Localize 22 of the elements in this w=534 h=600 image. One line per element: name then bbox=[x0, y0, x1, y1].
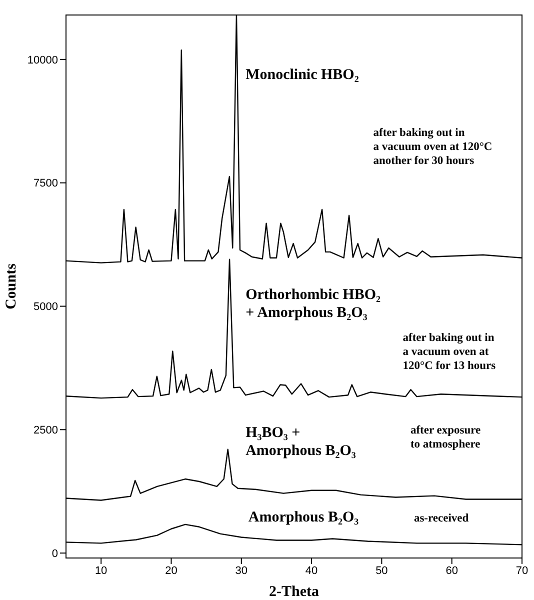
x-tick-label: 50 bbox=[376, 564, 388, 577]
x-tick-label: 10 bbox=[94, 564, 108, 577]
y-tick-label: 5000 bbox=[34, 301, 58, 314]
x-tick-label: 40 bbox=[305, 564, 318, 577]
y-tick-label: 0 bbox=[52, 548, 58, 560]
annotation: after baking out in a vacuum oven at 120°C for 13 hours bbox=[402, 332, 496, 372]
series-label: Orthorhombic HBO₂ + Amorphous B₂O₃ bbox=[246, 286, 382, 321]
y-tick-label: 7500 bbox=[34, 178, 58, 190]
x-tick-label: 20 bbox=[165, 564, 178, 577]
y-tick-label: 2500 bbox=[34, 424, 58, 437]
y-tick-label: 10000 bbox=[27, 54, 58, 66]
x-tick-label: 30 bbox=[235, 564, 248, 577]
annotation: after exposure to atmosphere bbox=[410, 424, 481, 451]
series-label: H₃BO₃ + Amorphous B₂O₃ bbox=[246, 425, 356, 460]
x-tick-label: 70 bbox=[516, 564, 528, 577]
annotation: after baking out in a vacuum oven at 120°C another for 30 hours bbox=[373, 126, 492, 167]
y-axis-title: Counts bbox=[3, 263, 20, 310]
series-label: Monoclinic HBO₂ bbox=[246, 67, 360, 84]
x-axis-title: 2-Theta bbox=[269, 584, 320, 600]
annotation: as-received bbox=[414, 512, 470, 524]
series-label: Amorphous B₂O₃ bbox=[248, 509, 360, 526]
x-tick-label: 60 bbox=[446, 564, 458, 577]
